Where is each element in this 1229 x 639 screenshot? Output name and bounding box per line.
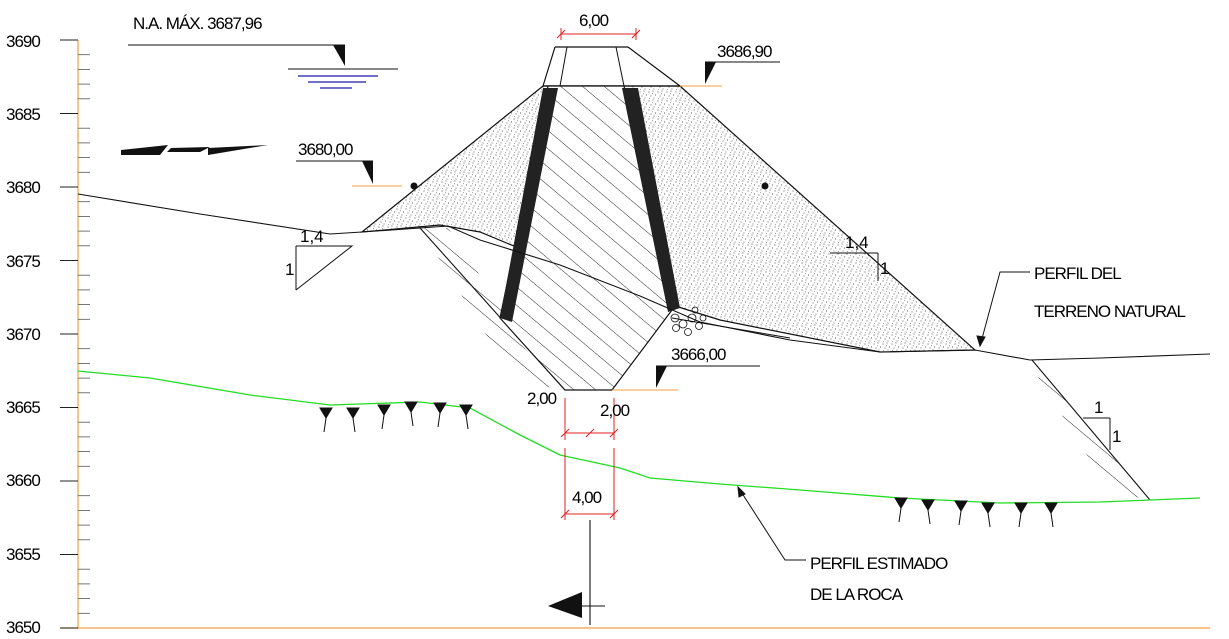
rock-leader <box>737 485 806 561</box>
right-excavation-line <box>1031 359 1151 501</box>
downstream-slope-symbol <box>830 252 879 281</box>
berm-elevation-label: 3680,00 <box>298 140 353 159</box>
max-water-level <box>128 44 398 89</box>
upstream-slope-h: 1,4 <box>300 227 324 246</box>
tick-label-3685: 3685 <box>6 105 40 124</box>
stripping-line <box>671 317 791 339</box>
flow-arrow <box>121 145 268 155</box>
terrain-label-line1: PERFIL DEL <box>1034 264 1121 283</box>
drain-gravel <box>670 306 707 336</box>
rock-label-line2: DE LA ROCA <box>810 585 904 604</box>
rock-profile <box>77 370 1201 504</box>
rock-markers <box>319 401 1058 528</box>
base-total-label: 4,00 <box>572 488 602 507</box>
base-elevation-label: 3666,00 <box>671 345 726 364</box>
right-filter-stripe <box>622 88 680 312</box>
crest-inner-right <box>615 46 625 87</box>
crest-elevation-label: 3686,90 <box>717 42 772 61</box>
base-left-label: 2,00 <box>527 389 557 408</box>
terrain-leader <box>976 271 1030 348</box>
tick-label-3655: 3655 <box>6 545 40 564</box>
downstream-slope-h: 1,4 <box>845 233 869 252</box>
tick-label-3665: 3665 <box>6 398 40 417</box>
excavation-slope-h: 1 <box>1094 398 1103 417</box>
crest-inner-left <box>559 46 568 87</box>
excavation-slope-symbol <box>1083 417 1111 450</box>
crest-width-dimension <box>556 28 641 40</box>
crest-width-label: 6,00 <box>579 11 609 30</box>
base-dimensions <box>560 398 619 520</box>
tick-label-3650: 3650 <box>6 618 40 637</box>
terrain-label-line2: TERRENO NATURAL <box>1034 302 1185 321</box>
terrain-profile <box>77 193 1211 361</box>
elevation-axis <box>60 39 1210 629</box>
excavation-slope-v: 1 <box>1112 427 1121 446</box>
crest-right-face <box>627 46 681 87</box>
section-cut-marker <box>548 520 605 625</box>
tick-label-3675: 3675 <box>6 252 40 271</box>
left-filter-stripe <box>500 88 558 322</box>
crest-left-face <box>542 46 556 87</box>
tick-label-3680: 3680 <box>6 178 40 197</box>
base-elevation-marker <box>612 365 760 391</box>
tick-label-3660: 3660 <box>6 471 40 490</box>
upstream-slope-symbol <box>295 245 354 291</box>
tick-label-3670: 3670 <box>6 325 40 344</box>
water-level-label: N.A. MÁX. 3687,96 <box>133 14 262 33</box>
downstream-slope-v: 1 <box>880 259 889 278</box>
rock-label-line1: PERFIL ESTIMADO <box>810 554 948 573</box>
base-right-label: 2,00 <box>600 401 630 420</box>
tick-label-3690: 3690 <box>6 32 40 51</box>
crest-elevation-marker <box>680 61 780 87</box>
upstream-slope-v: 1 <box>285 260 294 279</box>
berm-elevation-marker <box>296 160 769 190</box>
axis-tick-labels: 3690 3685 3680 3675 3670 3665 3660 3655 … <box>6 32 41 637</box>
